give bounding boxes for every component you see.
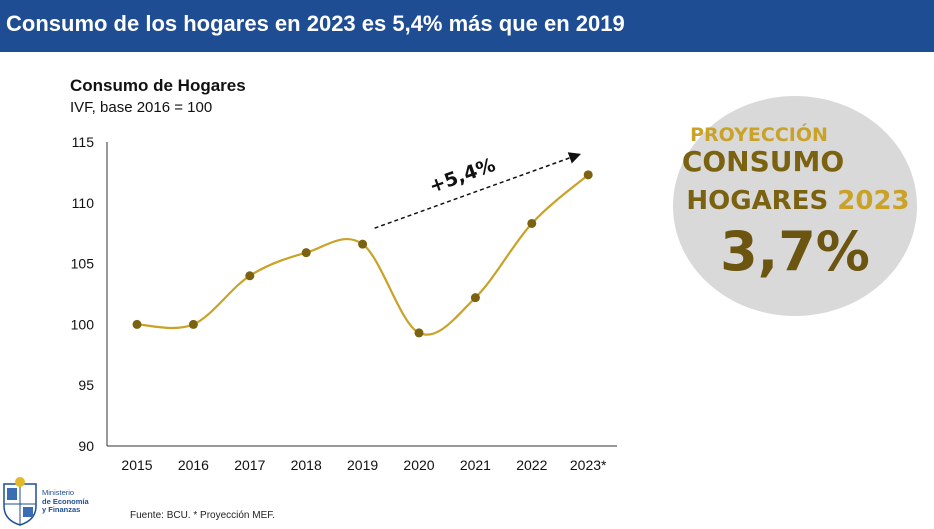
ministry-name-line3: y Finanzas — [42, 505, 81, 514]
page-title: Consumo de los hogares en 2023 es 5,4% m… — [6, 11, 625, 36]
title-banner: Consumo de los hogares en 2023 es 5,4% m… — [0, 0, 934, 52]
chart-title: Consumo de Hogares — [70, 76, 246, 95]
data-point — [414, 328, 424, 338]
y-tick-label: 100 — [71, 316, 95, 332]
x-tick-label: 2015 — [121, 457, 152, 473]
data-point — [358, 239, 368, 249]
y-tick-label: 105 — [71, 256, 95, 272]
x-tick-label: 2019 — [347, 457, 378, 473]
x-tick-label: 2017 — [234, 457, 265, 473]
chart-subtitle: IVF, base 2016 = 100 — [70, 99, 213, 116]
x-tick-label: 2016 — [178, 457, 209, 473]
y-tick-label: 90 — [78, 438, 94, 454]
data-point — [132, 319, 142, 329]
y-tick-label: 95 — [78, 377, 94, 393]
x-tick-label: 2023* — [570, 457, 607, 473]
x-tick-label: 2021 — [460, 457, 491, 473]
ministry-name: Ministerio de Economía y Finanzas — [42, 488, 89, 515]
y-tick-label: 115 — [72, 134, 95, 150]
source-note: Fuente: BCU. * Proyección MEF. — [130, 510, 276, 521]
x-tick-label: 2022 — [516, 457, 547, 473]
projection-hogares-label: HOGARES — [686, 186, 829, 216]
data-point — [301, 248, 311, 258]
trend-arrow — [374, 152, 582, 229]
series-line — [136, 173, 589, 336]
ministry-name-line2: de Economía — [42, 496, 89, 506]
x-tick-label: 2018 — [291, 457, 322, 473]
growth-annotation: +5,4% — [426, 154, 498, 198]
projection-value: 3,7% — [720, 220, 870, 283]
y-tick-label: 110 — [72, 195, 95, 211]
ministry-logo-icon — [3, 477, 37, 526]
data-point — [583, 170, 593, 180]
ministry-name-line1: Ministerio — [42, 488, 75, 497]
data-point — [470, 293, 480, 303]
projection-circle — [673, 96, 917, 316]
x-tick-label: 2020 — [403, 457, 434, 473]
projection-hogares-line: HOGARES 2023 — [683, 186, 913, 216]
data-point — [188, 319, 198, 329]
data-point — [527, 218, 537, 228]
projection-consumo-label: CONSUMO — [681, 145, 845, 178]
projection-year: 2023 — [837, 186, 910, 216]
projection-label: PROYECCIÓN — [690, 124, 828, 146]
data-point — [245, 271, 255, 281]
